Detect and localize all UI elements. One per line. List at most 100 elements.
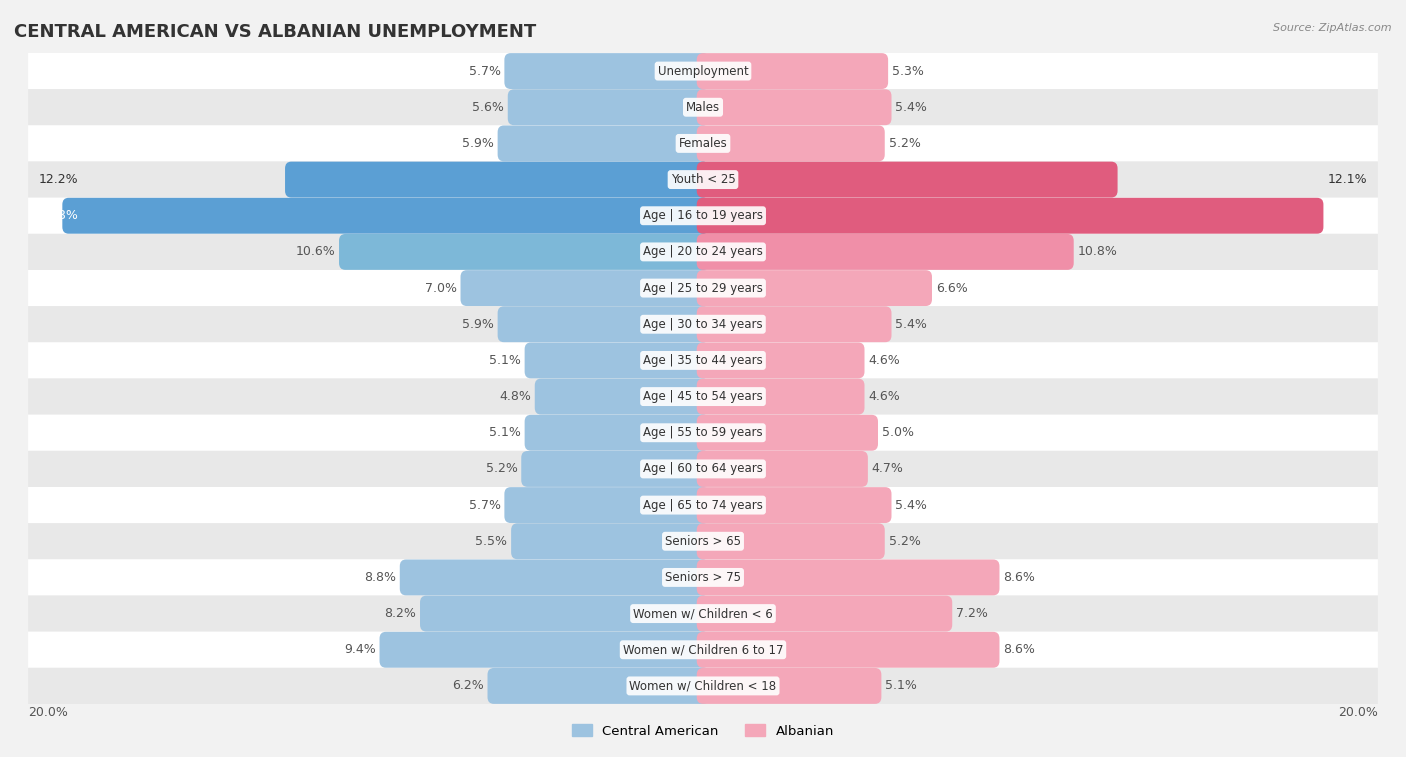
Text: 10.6%: 10.6% <box>295 245 335 258</box>
Text: Females: Females <box>679 137 727 150</box>
Text: Age | 45 to 54 years: Age | 45 to 54 years <box>643 390 763 403</box>
Text: 12.1%: 12.1% <box>1329 173 1368 186</box>
Text: 5.7%: 5.7% <box>468 64 501 77</box>
FancyBboxPatch shape <box>534 378 709 415</box>
Text: Males: Males <box>686 101 720 114</box>
FancyBboxPatch shape <box>697 488 891 523</box>
Text: 8.8%: 8.8% <box>364 571 396 584</box>
Text: Age | 60 to 64 years: Age | 60 to 64 years <box>643 463 763 475</box>
FancyBboxPatch shape <box>488 668 709 704</box>
FancyBboxPatch shape <box>697 559 1000 595</box>
FancyBboxPatch shape <box>697 234 1074 269</box>
FancyBboxPatch shape <box>697 162 1118 198</box>
FancyBboxPatch shape <box>505 488 709 523</box>
Text: Age | 55 to 59 years: Age | 55 to 59 years <box>643 426 763 439</box>
FancyBboxPatch shape <box>399 559 709 595</box>
Text: 8.6%: 8.6% <box>1004 643 1035 656</box>
Text: 4.8%: 4.8% <box>499 390 531 403</box>
FancyBboxPatch shape <box>524 415 709 450</box>
Text: 5.9%: 5.9% <box>463 137 494 150</box>
FancyBboxPatch shape <box>498 126 709 161</box>
Text: Unemployment: Unemployment <box>658 64 748 77</box>
FancyBboxPatch shape <box>512 523 709 559</box>
FancyBboxPatch shape <box>697 378 865 415</box>
Text: 5.1%: 5.1% <box>886 680 917 693</box>
Text: 5.2%: 5.2% <box>889 534 921 548</box>
Text: Women w/ Children < 6: Women w/ Children < 6 <box>633 607 773 620</box>
FancyBboxPatch shape <box>28 596 1378 631</box>
Text: Age | 16 to 19 years: Age | 16 to 19 years <box>643 209 763 223</box>
Text: 12.2%: 12.2% <box>38 173 77 186</box>
Text: 5.4%: 5.4% <box>896 499 927 512</box>
FancyBboxPatch shape <box>508 89 709 125</box>
FancyBboxPatch shape <box>420 596 709 631</box>
FancyBboxPatch shape <box>380 632 709 668</box>
FancyBboxPatch shape <box>28 270 1378 306</box>
FancyBboxPatch shape <box>697 126 884 161</box>
FancyBboxPatch shape <box>28 487 1378 523</box>
FancyBboxPatch shape <box>285 162 709 198</box>
Text: 5.0%: 5.0% <box>882 426 914 439</box>
Text: Age | 20 to 24 years: Age | 20 to 24 years <box>643 245 763 258</box>
Text: 4.6%: 4.6% <box>869 354 900 367</box>
Text: 5.2%: 5.2% <box>889 137 921 150</box>
Text: 18.2%: 18.2% <box>1329 209 1368 223</box>
FancyBboxPatch shape <box>697 596 952 631</box>
Text: Women w/ Children 6 to 17: Women w/ Children 6 to 17 <box>623 643 783 656</box>
FancyBboxPatch shape <box>28 89 1378 126</box>
Text: Source: ZipAtlas.com: Source: ZipAtlas.com <box>1274 23 1392 33</box>
FancyBboxPatch shape <box>524 342 709 378</box>
Text: 9.4%: 9.4% <box>344 643 375 656</box>
FancyBboxPatch shape <box>28 126 1378 161</box>
Text: 8.6%: 8.6% <box>1004 571 1035 584</box>
Text: 4.6%: 4.6% <box>869 390 900 403</box>
FancyBboxPatch shape <box>28 668 1378 704</box>
FancyBboxPatch shape <box>28 198 1378 234</box>
Text: 18.8%: 18.8% <box>38 209 79 223</box>
Text: Age | 35 to 44 years: Age | 35 to 44 years <box>643 354 763 367</box>
FancyBboxPatch shape <box>28 306 1378 342</box>
Legend: Central American, Albanian: Central American, Albanian <box>567 719 839 743</box>
Text: 7.0%: 7.0% <box>425 282 457 294</box>
Text: 10.8%: 10.8% <box>1077 245 1118 258</box>
FancyBboxPatch shape <box>498 307 709 342</box>
FancyBboxPatch shape <box>28 234 1378 270</box>
Text: 5.5%: 5.5% <box>475 534 508 548</box>
Text: 5.1%: 5.1% <box>489 354 520 367</box>
FancyBboxPatch shape <box>697 668 882 704</box>
Text: 5.2%: 5.2% <box>485 463 517 475</box>
FancyBboxPatch shape <box>28 559 1378 596</box>
FancyBboxPatch shape <box>339 234 709 269</box>
Text: 6.2%: 6.2% <box>451 680 484 693</box>
Text: Seniors > 75: Seniors > 75 <box>665 571 741 584</box>
Text: 20.0%: 20.0% <box>28 706 67 719</box>
FancyBboxPatch shape <box>697 270 932 306</box>
Text: 7.2%: 7.2% <box>956 607 988 620</box>
FancyBboxPatch shape <box>28 161 1378 198</box>
Text: 6.6%: 6.6% <box>936 282 967 294</box>
Text: 5.7%: 5.7% <box>468 499 501 512</box>
FancyBboxPatch shape <box>62 198 709 234</box>
Text: 5.1%: 5.1% <box>489 426 520 439</box>
FancyBboxPatch shape <box>697 523 884 559</box>
Text: CENTRAL AMERICAN VS ALBANIAN UNEMPLOYMENT: CENTRAL AMERICAN VS ALBANIAN UNEMPLOYMEN… <box>14 23 536 41</box>
Text: 5.4%: 5.4% <box>896 318 927 331</box>
FancyBboxPatch shape <box>522 451 709 487</box>
Text: 8.2%: 8.2% <box>384 607 416 620</box>
FancyBboxPatch shape <box>28 378 1378 415</box>
FancyBboxPatch shape <box>461 270 709 306</box>
FancyBboxPatch shape <box>697 307 891 342</box>
Text: Seniors > 65: Seniors > 65 <box>665 534 741 548</box>
FancyBboxPatch shape <box>697 415 877 450</box>
FancyBboxPatch shape <box>697 632 1000 668</box>
FancyBboxPatch shape <box>697 198 1323 234</box>
FancyBboxPatch shape <box>28 53 1378 89</box>
Text: 5.9%: 5.9% <box>463 318 494 331</box>
Text: 5.4%: 5.4% <box>896 101 927 114</box>
Text: Women w/ Children < 18: Women w/ Children < 18 <box>630 680 776 693</box>
FancyBboxPatch shape <box>28 451 1378 487</box>
FancyBboxPatch shape <box>697 451 868 487</box>
FancyBboxPatch shape <box>28 631 1378 668</box>
Text: Age | 65 to 74 years: Age | 65 to 74 years <box>643 499 763 512</box>
FancyBboxPatch shape <box>697 342 865 378</box>
